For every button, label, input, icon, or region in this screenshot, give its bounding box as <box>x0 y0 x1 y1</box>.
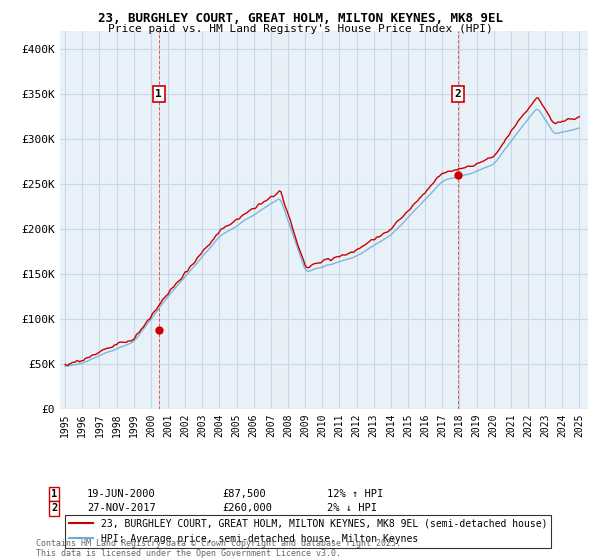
Point <box>154 325 164 334</box>
Text: 19-JUN-2000: 19-JUN-2000 <box>87 489 156 499</box>
Text: 2: 2 <box>51 503 57 514</box>
Text: £87,500: £87,500 <box>222 489 266 499</box>
Text: 2: 2 <box>455 89 461 99</box>
Text: 27-NOV-2017: 27-NOV-2017 <box>87 503 156 514</box>
Text: 1: 1 <box>155 89 162 99</box>
Text: Contains HM Land Registry data © Crown copyright and database right 2025.
This d: Contains HM Land Registry data © Crown c… <box>36 539 401 558</box>
Text: 1: 1 <box>51 489 57 499</box>
Text: 2% ↓ HPI: 2% ↓ HPI <box>327 503 377 514</box>
Legend: 23, BURGHLEY COURT, GREAT HOLM, MILTON KEYNES, MK8 9EL (semi-detached house), HP: 23, BURGHLEY COURT, GREAT HOLM, MILTON K… <box>65 515 551 548</box>
Text: Price paid vs. HM Land Registry's House Price Index (HPI): Price paid vs. HM Land Registry's House … <box>107 24 493 34</box>
Text: 12% ↑ HPI: 12% ↑ HPI <box>327 489 383 499</box>
Text: £260,000: £260,000 <box>222 503 272 514</box>
Point <box>453 170 463 179</box>
Text: 23, BURGHLEY COURT, GREAT HOLM, MILTON KEYNES, MK8 9EL: 23, BURGHLEY COURT, GREAT HOLM, MILTON K… <box>97 12 503 25</box>
